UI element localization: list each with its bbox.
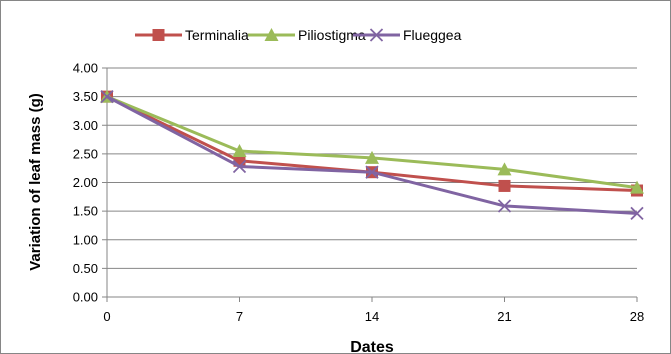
- y-axis-title: Variation of leaf mass (g): [27, 93, 44, 271]
- axes: [102, 67, 638, 302]
- legend-label-flueggea: Flueggea: [403, 27, 462, 43]
- marker-stroke: [497, 199, 512, 213]
- series-flueggea: [100, 89, 644, 221]
- y-tick-label: 1.00: [73, 232, 98, 247]
- data-point-flueggea: [100, 89, 114, 104]
- y-tick-label: 3.50: [73, 89, 98, 104]
- data-point-flueggea: [497, 199, 512, 213]
- y-tick-label: 4.00: [73, 61, 98, 76]
- x-tick-label: 28: [630, 309, 644, 324]
- y-tick-label: 2.00: [73, 175, 98, 190]
- data-point-piliostigma: [630, 180, 644, 194]
- marker-stroke: [630, 206, 644, 221]
- series-lines: [100, 89, 644, 221]
- data-point-piliostigma: [232, 144, 247, 158]
- legend-item-flueggea: Flueggea: [353, 27, 462, 43]
- legend-item-terminalia: Terminalia: [135, 27, 249, 43]
- legend-label-piliostigma: Piliostigma: [298, 27, 366, 43]
- y-tick-label: 3.00: [73, 118, 98, 133]
- data-point-piliostigma: [497, 162, 512, 176]
- data-point-flueggea: [365, 165, 379, 179]
- data-point-piliostigma: [365, 150, 379, 164]
- marker-stroke: [365, 165, 379, 179]
- x-tick-label: 0: [103, 309, 110, 324]
- data-point-flueggea: [232, 159, 247, 174]
- legend: Terminalia Piliostigma Flueggea: [135, 27, 462, 43]
- x-axis-title: Dates: [350, 339, 394, 354]
- data-point-terminalia: [498, 179, 511, 192]
- legend-marker-flueggea: [369, 28, 384, 42]
- legend-item-piliostigma: Piliostigma: [248, 27, 366, 43]
- y-tick-label: 0.00: [73, 290, 98, 305]
- x-tick-label: 7: [236, 309, 243, 324]
- legend-marker-terminalia: [152, 29, 165, 41]
- marker-stroke: [232, 159, 247, 174]
- legend-label-terminalia: Terminalia: [185, 27, 249, 43]
- x-tick-label: 21: [497, 309, 511, 324]
- legend-marker-piliostigma: [264, 28, 279, 41]
- data-point-flueggea: [630, 206, 644, 221]
- x-tick-label: 14: [365, 309, 379, 324]
- y-tick-label: 0.50: [73, 261, 98, 276]
- marker-stroke: [369, 28, 384, 42]
- y-tick-label: 2.50: [73, 146, 98, 161]
- y-tick-label: 1.50: [73, 204, 98, 219]
- marker-stroke: [100, 89, 114, 104]
- tick-labels: 0.00 0.50 1.00 1.50 2.00 2.50 3.00 3.50 4.00 0 7 14…: [73, 61, 645, 325]
